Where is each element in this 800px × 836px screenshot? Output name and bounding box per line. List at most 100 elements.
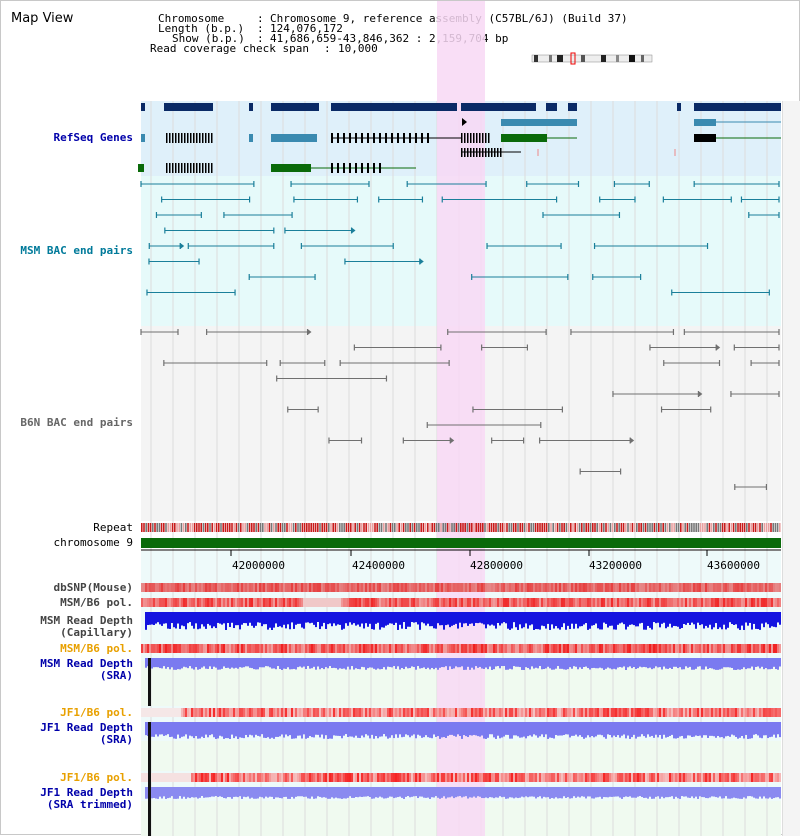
msm-pol-sra-cell [265, 644, 267, 653]
jf1-depth-sra-bar [561, 722, 563, 736]
msm-depth-sra-bar [227, 658, 229, 668]
repeat-element [587, 523, 590, 532]
jf1-depth-sra-bar [507, 722, 509, 735]
jf1-pol-2-cell [407, 773, 409, 782]
jf1-pol-cell [657, 708, 659, 717]
jf1-depth-trim-bar [699, 787, 701, 797]
jf1-depth-sra-bar [745, 722, 747, 735]
msm-pol-cell [147, 598, 149, 607]
jf1-depth-trim-bar [563, 787, 565, 797]
jf1-pol-2-cell [477, 773, 479, 782]
repeat-element [251, 523, 253, 532]
dbsnp-cell [731, 583, 733, 592]
exon-tick [467, 133, 469, 143]
msm-pol-sra-cell [459, 644, 461, 653]
jf1-pol-2-cell [685, 773, 687, 782]
msm-depth-sra-bar [237, 658, 239, 669]
jf1-depth-sra-bar [389, 722, 391, 738]
repeat-element [708, 523, 711, 532]
msm-pol-cell [173, 598, 175, 607]
dbsnp-cell [503, 583, 505, 592]
jf1-depth-trim-bar [363, 787, 365, 797]
repeat-element [193, 523, 196, 532]
jf1-pol-cell [423, 708, 425, 717]
msm-depth-sra-bar [329, 658, 331, 667]
msm-pol-sra-cell [309, 644, 311, 653]
msm-depth-cap-bar [623, 612, 625, 625]
jf1-pol-cell [723, 708, 725, 717]
repeat-element [398, 523, 400, 532]
jf1-depth-sra-bar [519, 722, 521, 738]
jf1-pol-cell [335, 708, 337, 717]
msm-depth-sra-bar [489, 658, 491, 667]
jf1-depth-sra-bar [593, 722, 595, 738]
jf1-depth-sra-bar [661, 722, 663, 739]
dbsnp-cell [751, 583, 753, 592]
dbsnp-cell [251, 583, 253, 592]
msm-depth-sra-bar [665, 658, 667, 669]
msm-depth-cap-bar [737, 612, 739, 629]
msm-pol-sra-cell [293, 644, 295, 653]
repeat-element [622, 523, 625, 532]
dbsnp-cell [347, 583, 349, 592]
dbsnp-cell [277, 583, 279, 592]
jf1-pol-cell [761, 708, 763, 717]
msm-depth-cap-bar [255, 612, 257, 626]
jf1-pol-cell [265, 708, 267, 717]
dbsnp-cell [577, 583, 579, 592]
jf1-pol-cell [505, 708, 507, 717]
msm-pol-sra-cell [141, 644, 143, 653]
msm-depth-sra-bar [403, 658, 405, 670]
msm-depth-cap-bar [311, 612, 313, 623]
jf1-depth-sra-bar [479, 722, 481, 737]
dbsnp-cell [351, 583, 353, 592]
dbsnp-cell [293, 583, 295, 592]
msm-pol-sra-cell [683, 644, 685, 653]
repeat-element [686, 523, 689, 532]
msm-pol-sra-cell [497, 644, 499, 653]
exon-tick [488, 133, 490, 143]
msm-depth-cap-bar [271, 612, 273, 630]
dbsnp-cell [663, 583, 665, 592]
gene-block [164, 103, 213, 111]
msm-pol-cell [369, 598, 371, 607]
dbsnp-cell [697, 583, 699, 592]
msm-depth-sra-bar [361, 658, 363, 667]
dbsnp-cell [513, 583, 515, 592]
gene-block [138, 164, 144, 172]
dbsnp-cell [501, 583, 503, 592]
msm-depth-cap-bar [605, 612, 607, 624]
msm-pol-sra-cell [331, 644, 333, 653]
jf1-pol-cell [431, 708, 433, 717]
jf1-depth-trim-bar [591, 787, 593, 799]
msm-pol-cell [411, 598, 413, 607]
dbsnp-cell [431, 583, 433, 592]
jf1-depth-trim-bar [761, 787, 763, 799]
jf1-pol-cell [595, 708, 597, 717]
jf1-depth-sra-bar [189, 722, 191, 736]
exon-tick [482, 133, 484, 143]
jf1-pol-cell [453, 708, 455, 717]
msm-pol-sra-cell [159, 644, 161, 653]
jf1-depth-trim-bar [473, 787, 475, 797]
msm-depth-cap-bar [247, 612, 249, 626]
jf1-pol-2-cell [253, 773, 255, 782]
jf1-depth-trim-bar [567, 787, 569, 798]
jf1-pol-cell [239, 708, 241, 717]
msm-depth-cap-bar [263, 612, 265, 625]
msm-depth-cap-bar [499, 612, 501, 626]
jf1-pol-cell [219, 708, 221, 717]
jf1-depth-trim-bar [197, 787, 199, 799]
jf1-depth-sra-bar [279, 722, 281, 737]
vertical-scrollbar[interactable] [782, 101, 800, 836]
repeat-element [682, 523, 684, 532]
msm-depth-sra-bar [689, 658, 691, 667]
msm-depth-sra-bar [545, 658, 547, 669]
msm-depth-cap-bar [573, 612, 575, 629]
msm-pol-sra-cell [531, 644, 533, 653]
repeat-element [732, 523, 735, 532]
msm-pol-sra-cell [487, 644, 489, 653]
jf1-depth-sra-bar [287, 722, 289, 737]
jf1-pol-2-cell [251, 773, 253, 782]
